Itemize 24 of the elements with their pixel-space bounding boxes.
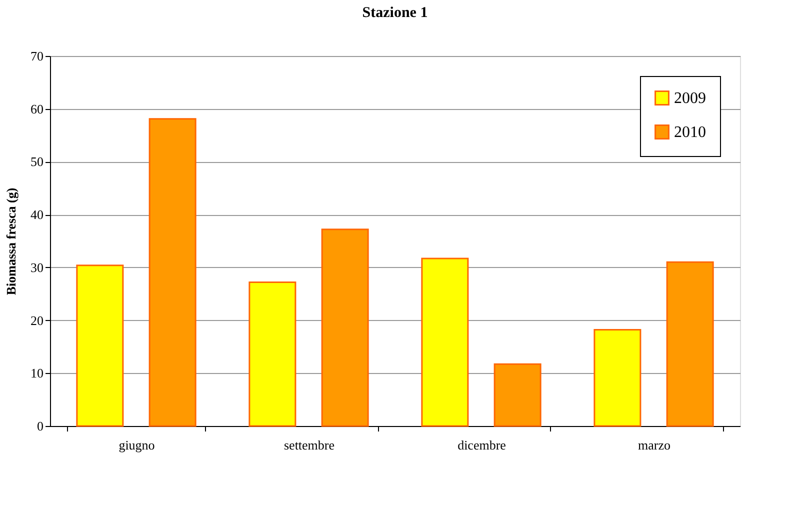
y-axis-title: Biomassa fresca (g) [4,188,18,296]
bar [421,258,469,427]
bar [494,363,542,427]
legend-label: 2010 [674,124,706,141]
legend-label: 2009 [674,90,706,107]
x-tick-label: dicembre [458,438,506,452]
bar [148,118,196,427]
bar [76,264,124,427]
bar [594,329,642,427]
y-tick-label: 20 [30,312,44,328]
y-tick-label: 40 [30,207,44,222]
x-tick-label: settembre [284,438,335,452]
y-tick-label: 50 [30,154,44,170]
y-tick-label: 0 [37,418,44,434]
y-tick-label: 30 [30,260,44,275]
x-tick-label: marzo [638,438,670,452]
x-tick-label: giugno [118,438,155,452]
y-tick-label: 60 [30,101,44,116]
y-tick-label: 10 [30,366,44,381]
bar [666,261,714,427]
y-tick-label: 70 [30,48,44,64]
bar [321,228,369,427]
bar [248,281,296,427]
chart-title: Stazione 1 [362,5,428,21]
